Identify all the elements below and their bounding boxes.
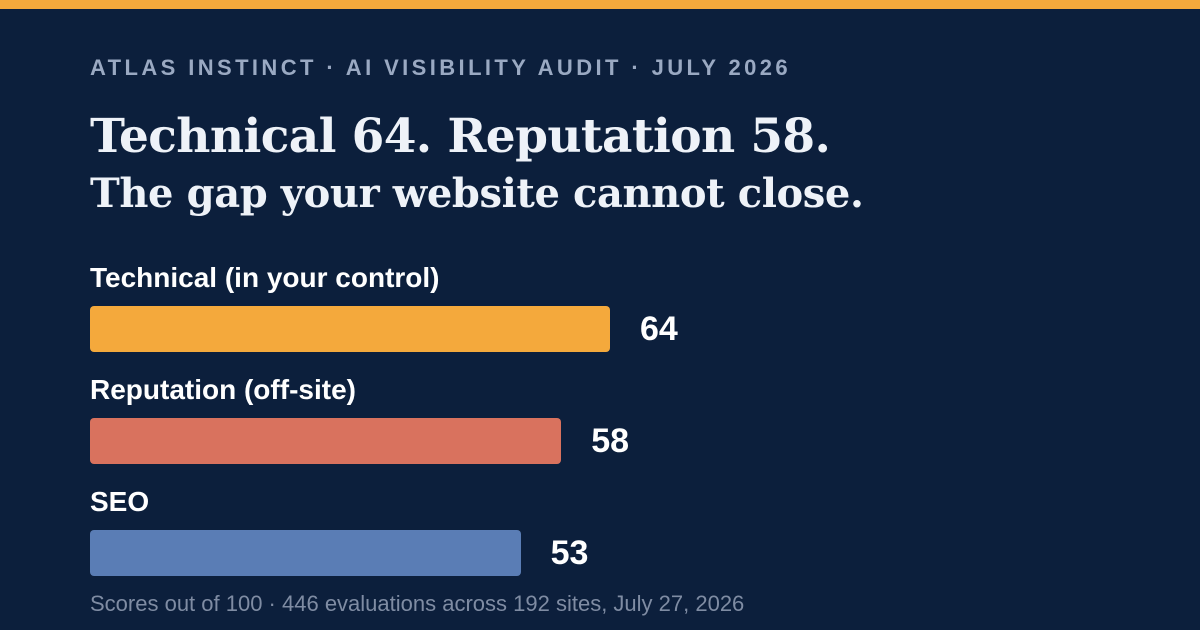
- value-label-reputation: 58: [591, 422, 630, 460]
- value-label-seo: 53: [550, 534, 589, 572]
- category-label-technical: Technical (in your control): [90, 262, 440, 293]
- headline-line-2: The gap your website cannot close.: [90, 170, 864, 217]
- bar-technical: [90, 306, 610, 352]
- headline-line-1: Technical 64. Reputation 58.: [90, 109, 831, 164]
- category-label-seo: SEO: [90, 486, 150, 517]
- category-label-reputation: Reputation (off-site): [90, 374, 356, 405]
- headline: Technical 64. Reputation 58. The gap you…: [90, 108, 864, 222]
- value-label-technical: 64: [640, 310, 678, 348]
- accent-top-bar: [0, 0, 1200, 9]
- eyebrow-text: ATLAS INSTINCT · AI VISIBILITY AUDIT · J…: [90, 55, 792, 80]
- bar-seo: [90, 530, 521, 576]
- footnote: Scores out of 100 · 446 evaluations acro…: [90, 591, 745, 616]
- bar-reputation: [90, 418, 562, 464]
